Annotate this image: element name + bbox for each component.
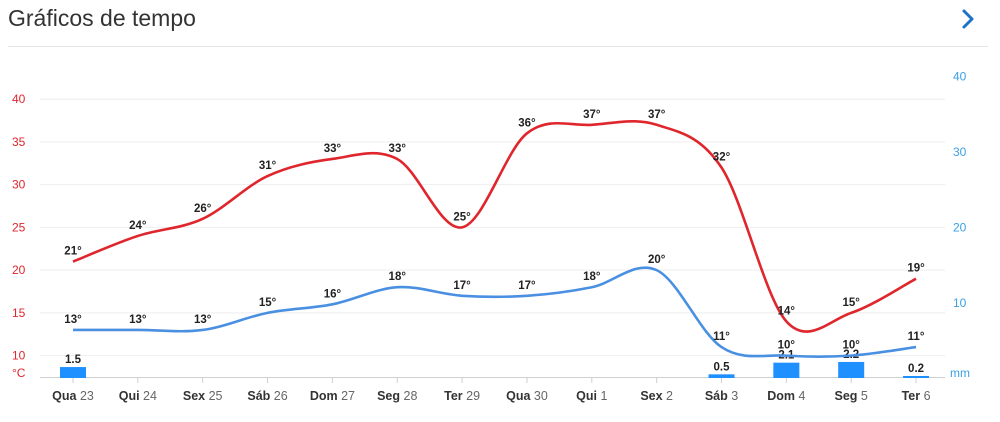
temp-data-label: 18° bbox=[583, 271, 601, 283]
max-temp-line bbox=[72, 119, 917, 333]
y-right-unit: mm bbox=[950, 366, 970, 380]
temp-data-label: 33° bbox=[324, 143, 342, 155]
y-left-tick-label: 10 bbox=[12, 349, 26, 363]
temp-data-label: 32° bbox=[713, 152, 731, 164]
y-left-tick-label: 15 bbox=[12, 306, 26, 320]
precip-bar bbox=[838, 361, 865, 378]
temp-data-label: 18° bbox=[389, 271, 407, 283]
precip-bar bbox=[773, 362, 800, 378]
y-right-tick-label: 20 bbox=[953, 221, 967, 235]
y-left-tick-label: 20 bbox=[12, 263, 26, 277]
x-tick-label: Dom 27 bbox=[310, 389, 355, 403]
temp-data-label: 37° bbox=[648, 109, 666, 121]
x-tick-label: Qui 24 bbox=[119, 389, 157, 403]
temp-data-label: 16° bbox=[324, 288, 342, 300]
y-right-tick-label: 40 bbox=[953, 70, 967, 84]
temp-data-label: 17° bbox=[453, 280, 471, 292]
header-divider bbox=[8, 46, 988, 47]
temp-data-label: 11° bbox=[713, 331, 730, 343]
y-left-tick-label: 30 bbox=[12, 178, 26, 192]
temp-data-label: 33° bbox=[389, 143, 407, 155]
x-tick-label: Ter 29 bbox=[444, 389, 480, 403]
precip-value-label: 0.2 bbox=[908, 363, 924, 375]
y-right-tick-label: 10 bbox=[953, 296, 967, 310]
precip-bar bbox=[60, 367, 86, 378]
temp-data-label: 26° bbox=[194, 203, 212, 215]
y-left-tick-label: 25 bbox=[12, 220, 26, 234]
temp-data-label: 37° bbox=[583, 109, 601, 121]
x-tick-label: Sáb 3 bbox=[705, 389, 738, 403]
precip-value-label: 1.5 bbox=[65, 354, 82, 366]
temp-data-label: 25° bbox=[453, 211, 471, 223]
y-left-tick-label: 40 bbox=[12, 92, 26, 106]
temp-data-label: 14° bbox=[778, 305, 796, 317]
precip-bar bbox=[708, 374, 735, 378]
temp-data-label: 10° bbox=[778, 340, 796, 352]
x-tick-label: Dom 4 bbox=[767, 389, 805, 403]
temp-data-label: 15° bbox=[259, 297, 277, 309]
chart-header: Gráficos de tempo bbox=[0, 0, 1000, 46]
temp-data-label: 31° bbox=[259, 160, 277, 172]
temp-data-label: 20° bbox=[648, 254, 666, 266]
temp-data-label: 11° bbox=[908, 331, 925, 343]
temp-data-label: 13° bbox=[64, 314, 82, 326]
temp-data-label: 36° bbox=[518, 117, 536, 129]
temp-data-label: 13° bbox=[194, 314, 212, 326]
x-tick-label: Seg 28 bbox=[377, 389, 417, 403]
precip-value-label: 0.5 bbox=[714, 361, 731, 373]
temp-data-label: 19° bbox=[907, 263, 925, 275]
temp-data-label: 17° bbox=[518, 280, 536, 292]
temp-data-label: 24° bbox=[129, 220, 147, 232]
temp-data-label: 13° bbox=[129, 314, 147, 326]
y-right-tick-label: 30 bbox=[953, 145, 967, 159]
x-tick-label: Sex 25 bbox=[183, 389, 223, 403]
y-left-tick-label: 35 bbox=[12, 135, 26, 149]
temp-data-label: 10° bbox=[843, 340, 861, 352]
x-tick-label: Qua 30 bbox=[506, 389, 548, 403]
chevron-right-icon[interactable] bbox=[958, 7, 978, 31]
x-tick-label: Qua 23 bbox=[52, 389, 94, 403]
x-tick-label: Qui 1 bbox=[576, 389, 607, 403]
x-tick-label: Sex 2 bbox=[640, 389, 673, 403]
x-tick-label: Ter 6 bbox=[902, 389, 931, 403]
temp-data-label: 15° bbox=[843, 297, 861, 309]
min-temp-line bbox=[73, 266, 917, 358]
precip-bar bbox=[903, 376, 930, 378]
y-left-unit: °C bbox=[12, 366, 26, 380]
temp-data-label: 21° bbox=[64, 246, 82, 258]
page-title: Gráficos de tempo bbox=[8, 5, 196, 31]
x-tick-label: Seg 5 bbox=[835, 389, 868, 403]
x-tick-label: Sáb 26 bbox=[247, 389, 287, 403]
